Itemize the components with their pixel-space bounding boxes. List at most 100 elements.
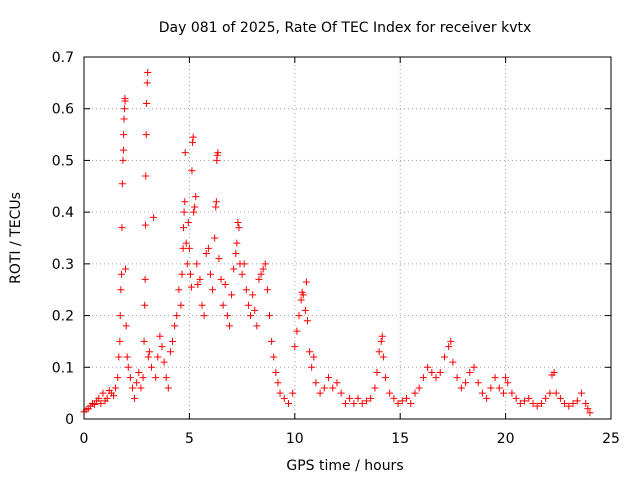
data-point bbox=[378, 332, 386, 340]
data-point bbox=[341, 399, 349, 407]
data-point bbox=[502, 374, 510, 382]
data-point bbox=[178, 270, 186, 278]
data-point bbox=[289, 389, 297, 397]
data-point bbox=[297, 296, 305, 304]
y-tick-label: 0.1 bbox=[52, 360, 74, 376]
data-point bbox=[470, 363, 478, 371]
plot-frame bbox=[83, 56, 612, 420]
data-point bbox=[394, 399, 402, 407]
data-point bbox=[436, 368, 444, 376]
data-point bbox=[440, 353, 448, 361]
data-point bbox=[152, 374, 160, 382]
data-point bbox=[185, 244, 193, 252]
data-point bbox=[316, 389, 324, 397]
data-point bbox=[103, 394, 111, 402]
data-point bbox=[445, 343, 453, 351]
data-point bbox=[232, 250, 240, 258]
data-point bbox=[139, 374, 147, 382]
data-point bbox=[367, 394, 375, 402]
y-tick-label: 0.4 bbox=[52, 205, 74, 221]
data-point bbox=[251, 306, 259, 314]
data-point bbox=[145, 348, 153, 356]
data-point bbox=[198, 301, 206, 309]
data-point bbox=[219, 301, 227, 309]
data-point bbox=[301, 306, 309, 314]
data-point bbox=[230, 265, 238, 273]
data-point bbox=[121, 97, 129, 105]
data-point bbox=[244, 301, 252, 309]
data-point bbox=[235, 224, 243, 232]
data-point bbox=[188, 283, 196, 291]
data-point bbox=[131, 394, 139, 402]
y-axis-label: ROTI / TECUs bbox=[8, 192, 24, 284]
data-point bbox=[91, 401, 99, 409]
data-point bbox=[137, 384, 145, 392]
data-point bbox=[118, 270, 126, 278]
data-point bbox=[249, 291, 257, 299]
data-point bbox=[377, 337, 385, 345]
data-point bbox=[320, 384, 328, 392]
grid bbox=[84, 57, 611, 419]
data-point bbox=[586, 409, 594, 417]
data-point bbox=[200, 312, 208, 320]
data-point bbox=[144, 69, 152, 77]
data-point bbox=[123, 353, 131, 361]
data-point bbox=[228, 291, 236, 299]
data-point bbox=[119, 156, 127, 164]
data-point bbox=[569, 399, 577, 407]
data-point bbox=[270, 353, 278, 361]
x-tick-label: 0 bbox=[80, 431, 89, 447]
data-point bbox=[242, 286, 250, 294]
data-point bbox=[173, 312, 181, 320]
data-point bbox=[158, 343, 166, 351]
data-point bbox=[217, 275, 225, 283]
data-point bbox=[188, 167, 196, 175]
y-tick-label: 0.5 bbox=[52, 153, 74, 169]
data-point bbox=[263, 286, 271, 294]
data-point bbox=[428, 368, 436, 376]
data-point bbox=[142, 131, 150, 139]
data-point bbox=[386, 389, 394, 397]
data-point bbox=[573, 397, 581, 405]
x-tick-label: 20 bbox=[497, 431, 515, 447]
data-point bbox=[120, 131, 128, 139]
data-point bbox=[120, 105, 128, 113]
x-tick-label: 15 bbox=[391, 431, 409, 447]
data-point bbox=[164, 384, 172, 392]
data-point bbox=[521, 397, 529, 405]
data-point bbox=[449, 358, 457, 366]
data-point bbox=[466, 368, 474, 376]
data-point bbox=[274, 379, 282, 387]
data-point bbox=[196, 275, 204, 283]
data-point bbox=[97, 399, 105, 407]
data-point bbox=[179, 244, 187, 252]
data-point bbox=[295, 312, 303, 320]
data-point bbox=[354, 394, 362, 402]
data-point bbox=[140, 337, 148, 345]
data-point bbox=[390, 394, 398, 402]
data-point bbox=[303, 317, 311, 325]
data-point bbox=[221, 281, 229, 289]
data-point bbox=[171, 322, 179, 330]
data-point bbox=[381, 374, 389, 382]
data-point bbox=[186, 270, 194, 278]
data-point bbox=[375, 348, 383, 356]
data-point bbox=[424, 363, 432, 371]
data-point bbox=[162, 374, 170, 382]
data-point bbox=[533, 402, 541, 410]
data-point bbox=[206, 270, 214, 278]
data-point bbox=[184, 218, 192, 226]
data-point bbox=[337, 389, 345, 397]
data-point bbox=[407, 399, 415, 407]
data-point bbox=[212, 203, 220, 211]
data-point bbox=[310, 353, 318, 361]
data-point bbox=[240, 260, 248, 268]
y-tick-label: 0 bbox=[65, 412, 74, 428]
y-tick-label: 0.6 bbox=[52, 102, 74, 118]
data-point bbox=[209, 286, 217, 294]
data-point bbox=[457, 384, 465, 392]
data-point bbox=[183, 260, 191, 268]
data-point bbox=[253, 322, 261, 330]
data-point bbox=[133, 379, 141, 387]
data-point bbox=[261, 260, 269, 268]
